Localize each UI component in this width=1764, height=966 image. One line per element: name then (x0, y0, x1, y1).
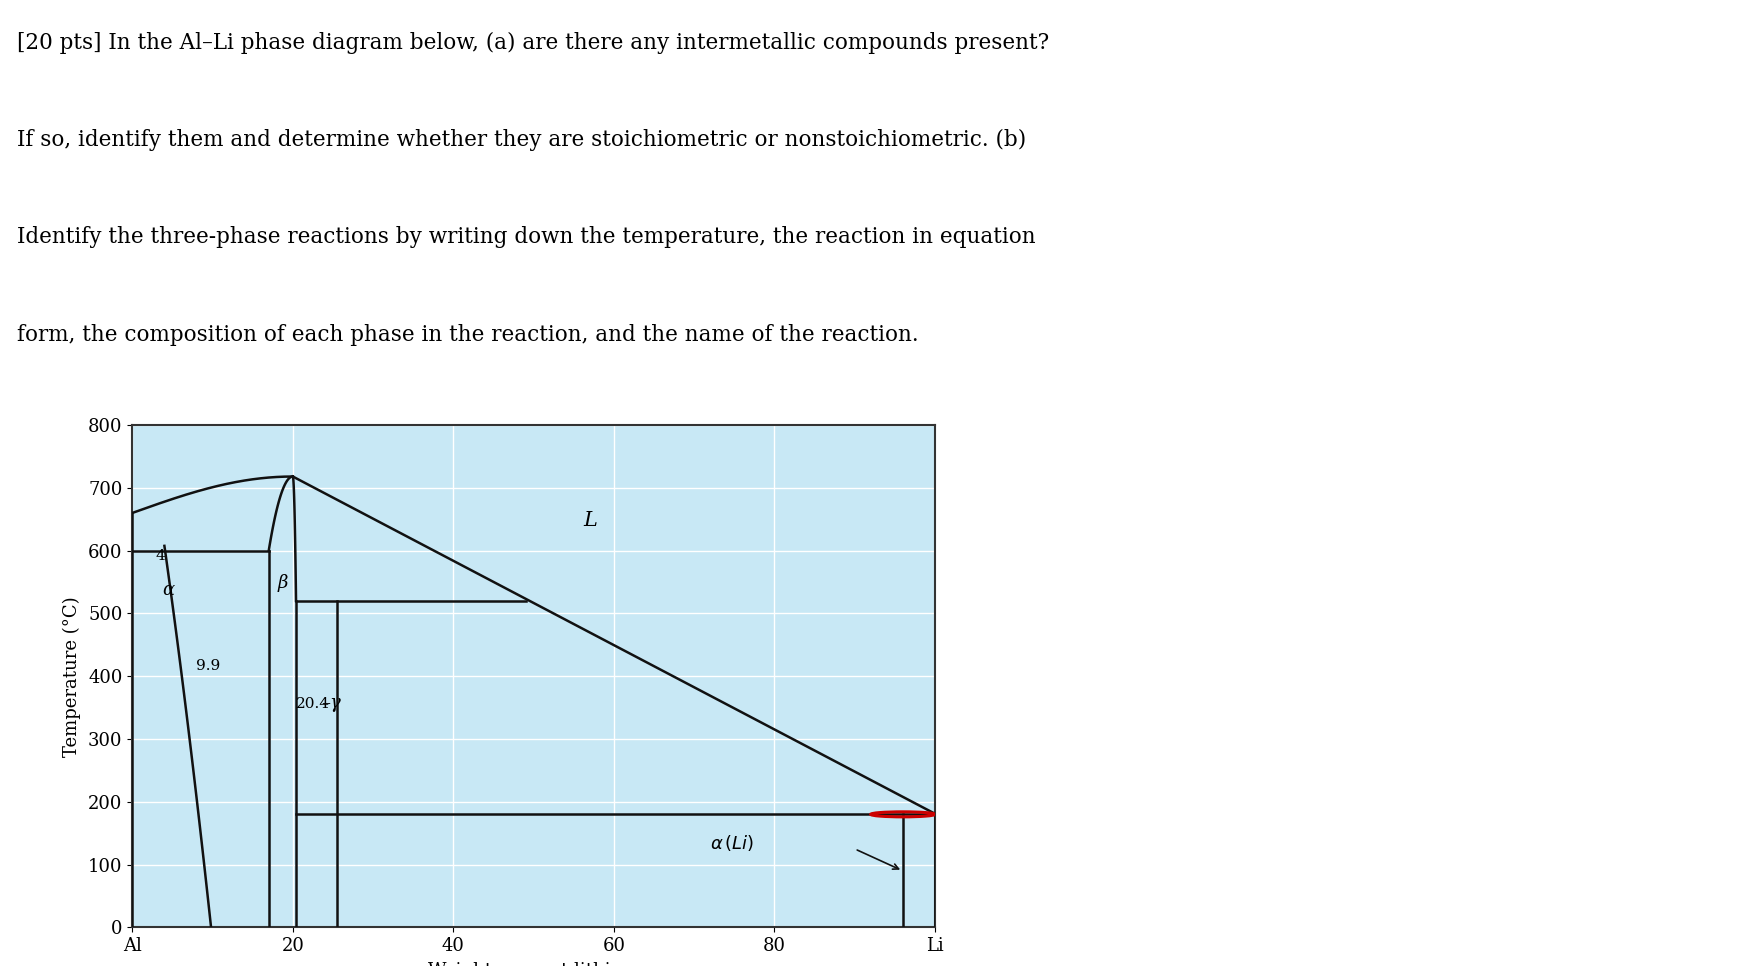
Y-axis label: Temperature (°C): Temperature (°C) (64, 596, 81, 756)
Text: L: L (582, 510, 596, 529)
Text: 20.4: 20.4 (296, 696, 330, 711)
Text: Identify the three-phase reactions by writing down the temperature, the reaction: Identify the three-phase reactions by wr… (18, 226, 1035, 248)
Text: α: α (162, 581, 175, 599)
Text: β: β (277, 575, 288, 592)
Text: 9.9: 9.9 (196, 659, 220, 673)
Text: form, the composition of each phase in the reaction, and the name of the reactio: form, the composition of each phase in t… (18, 324, 919, 346)
Text: [20 pts] In the Al–Li phase diagram below, (a) are there any intermetallic compo: [20 pts] In the Al–Li phase diagram belo… (18, 32, 1050, 53)
X-axis label: Weight percent lithium: Weight percent lithium (429, 962, 639, 966)
Text: If so, identify them and determine whether they are stoichiometric or nonstoichi: If so, identify them and determine wheth… (18, 128, 1027, 151)
Text: –γ: –γ (321, 694, 340, 712)
Text: 4: 4 (155, 549, 166, 563)
Text: $\alpha\,(Li)$: $\alpha\,(Li)$ (711, 833, 755, 853)
